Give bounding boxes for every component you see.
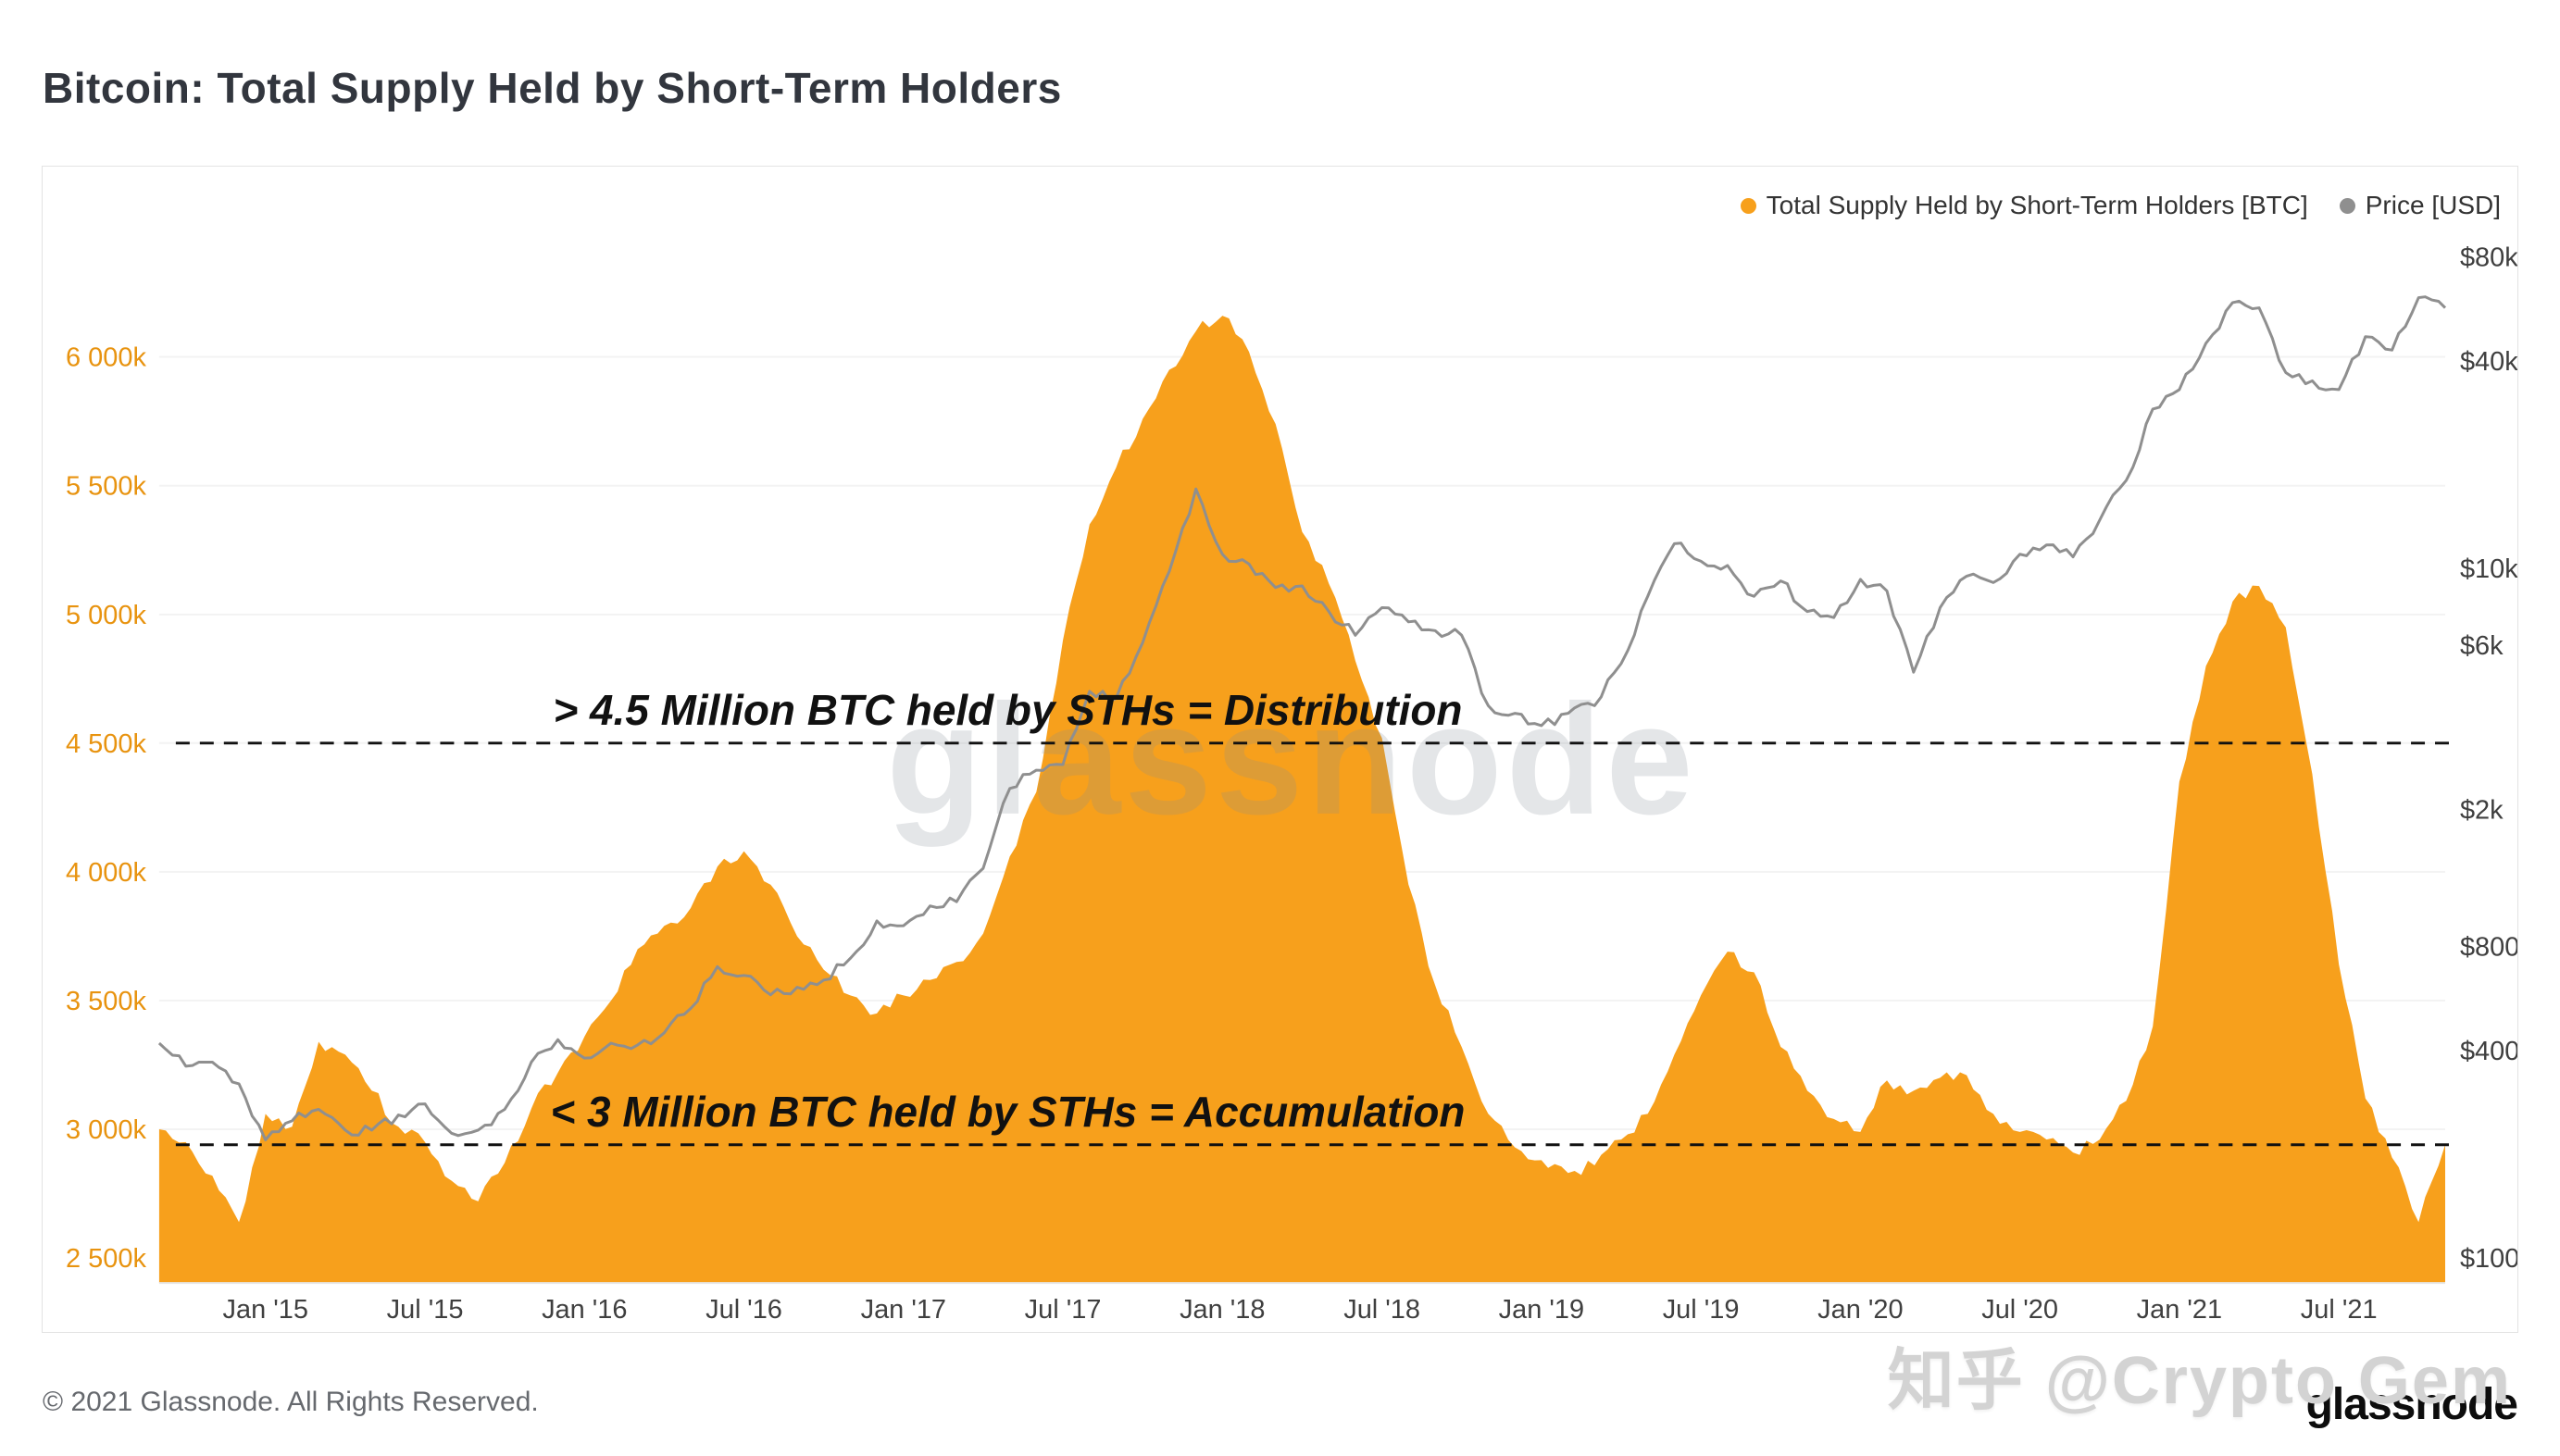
- x-axis-tick-label: Jan '16: [542, 1295, 627, 1325]
- left-axis-tick-label: 5 500k: [66, 472, 146, 502]
- price-line-series[interactable]: [157, 295, 2447, 1142]
- legend-item-price[interactable]: Price [USD]: [2339, 191, 2501, 220]
- x-axis-tick-label: Jan '18: [1180, 1295, 1265, 1325]
- accumulation-threshold-label: < 3 Million BTC held by STHs = Accumulat…: [550, 1088, 1465, 1136]
- x-axis-tick-label: Jul '18: [1343, 1295, 1420, 1325]
- footer-copyright: © 2021 Glassnode. All Rights Reserved.: [43, 1387, 539, 1417]
- right-axis-tick-label: $40k: [2460, 347, 2517, 377]
- right-axis-tick-label: $800: [2460, 933, 2517, 963]
- left-axis-tick-label: 4 000k: [66, 858, 146, 888]
- x-axis-tick-label: Jul '17: [1025, 1295, 1102, 1325]
- left-axis-tick-label: 4 500k: [66, 729, 146, 759]
- chart-legend: Total Supply Held by Short-Term Holders …: [1740, 191, 2501, 220]
- glassnode-logo: glassnode: [2305, 1380, 2518, 1429]
- x-axis-tick-label: Jul '21: [2301, 1295, 2378, 1325]
- x-axis-tick-label: Jan '17: [861, 1295, 946, 1325]
- chart-card: Total Supply Held by Short-Term Holders …: [42, 166, 2518, 1333]
- right-axis-tick-label: $10k: [2460, 554, 2517, 584]
- legend-price-label: Price [USD]: [2365, 191, 2501, 219]
- x-axis-tick-label: Jul '16: [706, 1295, 782, 1325]
- supply-area-series[interactable]: [158, 316, 2446, 1284]
- legend-price-dot-icon: [2339, 197, 2355, 214]
- x-axis-tick-label: Jul '15: [387, 1295, 464, 1325]
- right-axis-tick-label: $2k: [2460, 795, 2504, 825]
- left-axis-tick-label: 2 500k: [66, 1244, 146, 1274]
- right-axis-tick-label: $6k: [2460, 631, 2504, 661]
- x-axis-tick-label: Jul '20: [1981, 1295, 2058, 1325]
- right-axis-tick-label: $400: [2460, 1037, 2517, 1066]
- right-axis-tick-label: $100: [2460, 1244, 2517, 1274]
- chart-plot[interactable]: glassnode> 4.5 Million BTC held by STHs …: [43, 167, 2517, 1332]
- legend-supply-label: Total Supply Held by Short-Term Holders …: [1766, 191, 2308, 219]
- page-title: Bitcoin: Total Supply Held by Short-Term…: [43, 64, 1062, 112]
- distribution-threshold-label: > 4.5 Million BTC held by STHs = Distrib…: [553, 686, 1462, 734]
- legend-item-supply[interactable]: Total Supply Held by Short-Term Holders …: [1740, 191, 2308, 220]
- x-axis-tick-label: Jan '21: [2137, 1295, 2222, 1325]
- x-axis-tick-label: Jan '20: [1817, 1295, 1903, 1325]
- x-axis-tick-label: Jan '15: [223, 1295, 308, 1325]
- x-axis-tick-label: Jan '19: [1499, 1295, 1584, 1325]
- left-axis-tick-label: 3 000k: [66, 1115, 146, 1145]
- left-axis-tick-label: 5 000k: [66, 601, 146, 630]
- left-axis-tick-label: 6 000k: [66, 343, 146, 373]
- left-axis-tick-label: 3 500k: [66, 987, 146, 1016]
- x-axis-tick-label: Jul '19: [1663, 1295, 1740, 1325]
- zhihu-watermark: 知乎 @Crypto Gem: [1887, 1344, 2512, 1418]
- legend-supply-dot-icon: [1740, 197, 1756, 214]
- glassnode-center-watermark: glassnode: [886, 671, 1696, 847]
- right-axis-tick-label: $80k: [2460, 243, 2517, 273]
